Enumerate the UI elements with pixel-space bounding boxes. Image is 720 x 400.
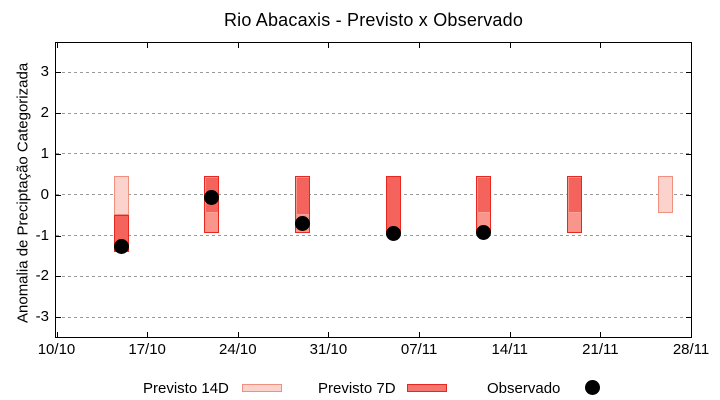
y-tick-mark [56, 317, 61, 319]
x-tick-mark [691, 43, 693, 48]
x-tick-label: 17/10 [128, 341, 166, 358]
y-tick-mark [686, 72, 691, 74]
chart-title: Rio Abacaxis - Previsto x Observado [223, 10, 524, 30]
gridline [56, 235, 691, 237]
y-tick-label: 3 [40, 63, 49, 81]
x-tick-mark [237, 332, 239, 337]
gridline [56, 71, 691, 73]
y-tick-label: 1 [40, 144, 49, 162]
observed-dot [113, 239, 129, 255]
legend-swatch-observado-dot [585, 380, 600, 395]
x-tick-mark [419, 43, 421, 48]
y-tick-label: 2 [40, 104, 49, 122]
forecast-bar-overlap [477, 177, 490, 214]
observed-dot [204, 189, 220, 205]
x-tick-mark [509, 43, 511, 48]
observed-dot [476, 225, 492, 241]
y-tick-mark [686, 235, 691, 237]
y-tick-mark [56, 153, 61, 155]
x-tick-mark [509, 332, 511, 337]
y-tick-mark [56, 72, 61, 74]
x-tick-mark [600, 332, 602, 337]
y-tick-mark [686, 276, 691, 278]
x-tick-mark [237, 43, 239, 48]
y-tick-mark [56, 235, 61, 237]
x-tick-label: 31/10 [309, 341, 348, 358]
x-tick-label: 10/10 [37, 341, 76, 358]
y-tick-label: -1 [35, 226, 49, 244]
x-tick-mark [56, 43, 58, 48]
observed-dot [295, 215, 311, 231]
y-tick-mark [686, 317, 691, 319]
x-tick-mark [600, 43, 602, 48]
forecast-bar-14d [657, 176, 673, 214]
gridline [56, 112, 691, 114]
y-tick-label: -2 [35, 267, 49, 285]
x-tick-mark [419, 332, 421, 337]
gridline [56, 153, 691, 155]
y-tick-mark [686, 194, 691, 196]
forecast-bar-7d [385, 176, 401, 234]
y-tick-label: -3 [35, 308, 49, 326]
x-tick-label: 14/11 [491, 341, 528, 358]
y-tick-mark [56, 113, 61, 115]
legend-label-previsto-14d: Previsto 14D [143, 380, 229, 397]
legend-swatch-previsto-7d [407, 384, 447, 392]
x-tick-mark [328, 43, 330, 48]
x-tick-mark [691, 332, 693, 337]
forecast-bar-overlap [296, 177, 309, 216]
forecast-bar-14d [113, 176, 129, 216]
x-tick-label: 28/11 [672, 341, 710, 358]
gridline [56, 275, 691, 277]
x-tick-label: 07/11 [400, 341, 438, 358]
y-tick-label: 0 [40, 185, 49, 203]
y-tick-mark [56, 276, 61, 278]
legend-swatch-previsto-14d [242, 384, 282, 392]
legend-label-observado: Observado [487, 380, 561, 397]
y-tick-mark [686, 113, 691, 115]
forecast-bar-overlap [568, 177, 581, 214]
x-tick-mark [147, 332, 149, 337]
x-tick-label: 24/10 [219, 341, 257, 358]
x-tick-label: 21/11 [582, 341, 619, 358]
y-tick-mark [56, 194, 61, 196]
legend-label-previsto-7d: Previsto 7D [318, 380, 396, 397]
x-tick-mark [328, 332, 330, 337]
gridline [56, 194, 691, 196]
y-tick-mark [686, 153, 691, 155]
x-tick-mark [56, 332, 58, 337]
x-tick-mark [147, 43, 149, 48]
observed-dot [385, 225, 401, 241]
gridline [56, 316, 691, 318]
